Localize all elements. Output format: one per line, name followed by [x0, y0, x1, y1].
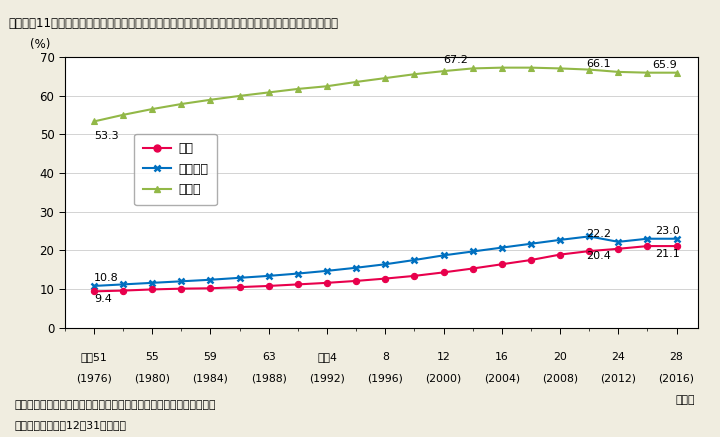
Text: 9.4: 9.4 — [94, 294, 112, 304]
Text: 59: 59 — [204, 352, 217, 362]
Text: 平成4: 平成4 — [317, 352, 337, 362]
Text: (2012): (2012) — [600, 374, 636, 384]
Text: (%): (%) — [30, 38, 50, 52]
Text: (2008): (2008) — [542, 374, 578, 384]
Text: (1996): (1996) — [367, 374, 403, 384]
Text: (2004): (2004) — [484, 374, 520, 384]
Text: 22.2: 22.2 — [586, 229, 611, 239]
Text: 12: 12 — [436, 352, 451, 362]
Text: 66.1: 66.1 — [586, 59, 611, 69]
Legend: 医師, 歯科医師, 薬剤師: 医師, 歯科医師, 薬剤師 — [135, 134, 217, 205]
Text: ２．各年12月31日現在。: ２．各年12月31日現在。 — [14, 420, 127, 430]
Text: （年）: （年） — [675, 395, 695, 406]
Text: 65.9: 65.9 — [652, 59, 677, 69]
Text: (1984): (1984) — [192, 374, 228, 384]
Text: 昭和51: 昭和51 — [81, 352, 107, 362]
Text: (1976): (1976) — [76, 374, 112, 384]
Text: 55: 55 — [145, 352, 159, 362]
Text: 67.2: 67.2 — [444, 55, 469, 65]
Text: (1992): (1992) — [309, 374, 345, 384]
Text: 28: 28 — [670, 352, 683, 362]
Text: (1980): (1980) — [134, 374, 170, 384]
Text: 24: 24 — [611, 352, 625, 362]
Text: Ｉ－１－11図　医療施設従事医師，同歯科医師，薬局・医療施設従事薬剤師に占める女性の割合の推移: Ｉ－１－11図 医療施設従事医師，同歯科医師，薬局・医療施設従事薬剤師に占める女… — [9, 17, 338, 30]
Text: 23.0: 23.0 — [654, 226, 680, 236]
Text: (2016): (2016) — [659, 374, 695, 384]
Text: 21.1: 21.1 — [654, 249, 680, 259]
Text: (1988): (1988) — [251, 374, 287, 384]
Text: 8: 8 — [382, 352, 389, 362]
Text: 20: 20 — [553, 352, 567, 362]
Text: 10.8: 10.8 — [94, 273, 119, 283]
Text: 63: 63 — [262, 352, 276, 362]
Text: 20.4: 20.4 — [586, 252, 611, 261]
Text: 53.3: 53.3 — [94, 131, 119, 141]
Text: 16: 16 — [495, 352, 508, 362]
Text: (2000): (2000) — [426, 374, 462, 384]
Text: （備考）１．厚生労働省「医師・歯科医師・薬剤師調査」より作成。: （備考）１．厚生労働省「医師・歯科医師・薬剤師調査」より作成。 — [14, 400, 216, 410]
